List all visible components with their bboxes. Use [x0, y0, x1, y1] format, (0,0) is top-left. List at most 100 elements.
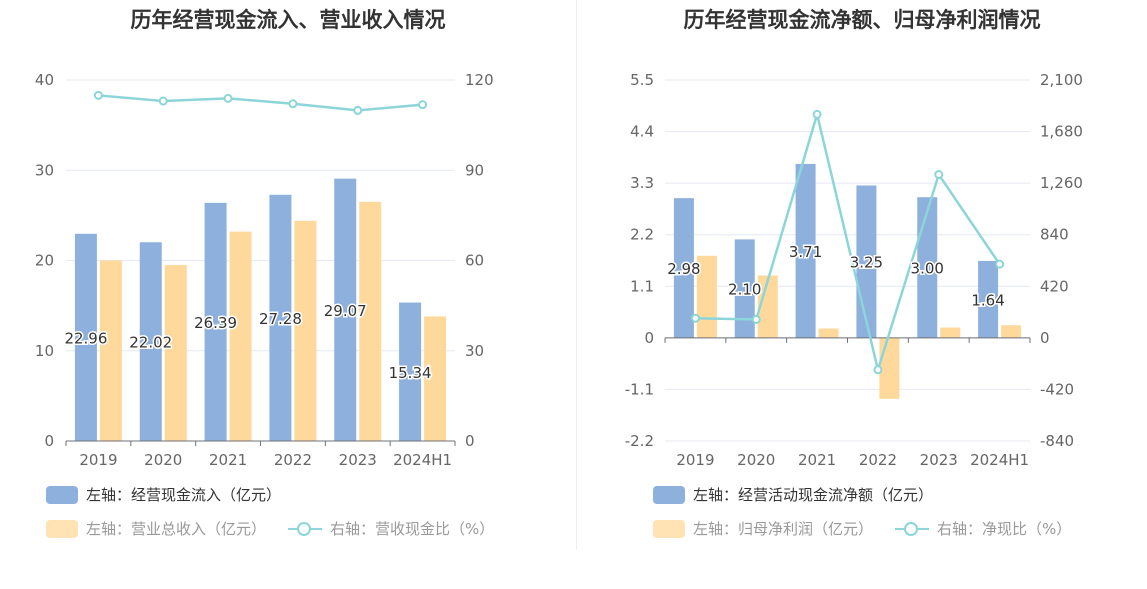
right-x-tick-label: 2023 [920, 451, 958, 469]
right-legend-item-ratio[interactable]: 右轴：净现比（%） [895, 518, 1071, 539]
right-legend-swatch-net-profit [653, 519, 685, 538]
left-left-tick-label: 30 [35, 161, 54, 179]
right-data-label: 2.98 [667, 260, 700, 278]
right-x-tick-label: 2019 [676, 451, 714, 469]
left-bar-s1-2024H1 [424, 316, 447, 441]
right-legend-row-2: 左轴：归母净利润（亿元） 右轴：净现比（%） [653, 518, 1093, 539]
left-bar-s0-2022 [269, 194, 292, 441]
right-ratio-point-2023 [934, 170, 944, 180]
right-x-tick-label: 2024H1 [970, 451, 1029, 469]
left-bar-s1-2019 [99, 260, 122, 441]
left-x-tick-label: 2021 [209, 451, 247, 469]
right-left-tick-label: 3.3 [630, 174, 654, 192]
left-bar-s1-2022 [294, 220, 317, 441]
left-left-tick-label: 40 [35, 71, 54, 89]
right-legend-label-net-cash: 左轴：经营活动现金流净额（亿元） [693, 486, 934, 504]
right-left-tick-label: 1.1 [630, 277, 654, 295]
left-ratio-line [98, 94, 423, 112]
left-bar-s1-2020 [164, 265, 187, 441]
left-right-tick-label: 0 [465, 432, 475, 450]
left-right-tick-label: 60 [465, 252, 484, 270]
left-bar-s0-2021 [204, 202, 227, 441]
left-chart-svg: 0 0 10 30 20 60 30 90 40 120 2019 2020 2021 2022 2023 2… [35, 71, 494, 469]
left-bar-s0-2019 [74, 233, 97, 441]
left-legend-label-cash-inflow: 左轴：经营现金流入（亿元） [86, 486, 282, 504]
right-left-tick-label: 2.2 [630, 226, 654, 244]
left-legend-item-revenue[interactable]: 左轴：营业总收入（亿元） [46, 518, 266, 539]
left-legend-row-2: 左轴：营业总收入（亿元） 右轴：营收现金比（%） [46, 518, 516, 539]
right-left-tick-label: 5.5 [630, 71, 654, 89]
right-ratio-point-2019 [690, 313, 700, 323]
left-data-label: 26.39 [194, 314, 237, 332]
left-x-tick-label: 2024H1 [393, 451, 452, 469]
right-ratio-point-2024H1 [995, 259, 1005, 269]
left-bar-s1-2021 [229, 231, 252, 441]
left-ratio-point-2019 [93, 90, 103, 100]
left-left-tick-label: 0 [44, 432, 54, 450]
left-legend-label-revenue: 左轴：营业总收入（亿元） [86, 520, 267, 538]
left-data-label: 22.02 [129, 334, 172, 352]
right-ratio-point-2022 [873, 365, 883, 375]
left-left-tick-label: 20 [35, 252, 54, 270]
left-ratio-point-2021 [223, 93, 233, 103]
right-left-tick-label: -2.2 [625, 432, 654, 450]
left-ratio-point-2020 [158, 96, 168, 106]
right-left-tick-label: -1.1 [625, 380, 654, 398]
right-data-label: 3.71 [789, 243, 822, 261]
left-bar-s0-2024H1 [399, 302, 422, 441]
right-data-label: 2.10 [728, 281, 761, 299]
right-data-label: 3.25 [850, 254, 883, 272]
right-bar-s1-2022 [879, 337, 900, 399]
left-data-label: 29.07 [324, 302, 367, 320]
left-x-tick-label: 2023 [339, 451, 377, 469]
right-bar-s1-2021 [818, 328, 839, 338]
right-bar-s1-2023 [940, 327, 961, 338]
right-x-tick-label: 2022 [859, 451, 897, 469]
left-bar-s0-2023 [334, 178, 357, 441]
left-legend-item-ratio[interactable]: 右轴：营收现金比（%） [288, 518, 494, 539]
right-left-tick-label: 4.4 [630, 123, 654, 141]
right-bar-s0-2019 [673, 198, 694, 338]
right-right-tick-label: 840 [1040, 226, 1069, 244]
left-legend-swatch-cash-inflow [46, 485, 78, 504]
left-x-tick-label: 2022 [274, 451, 312, 469]
right-legend-item-net-profit[interactable]: 左轴：归母净利润（亿元） [653, 518, 873, 539]
left-ratio-point-2022 [288, 99, 298, 109]
right-x-tick-label: 2021 [798, 451, 836, 469]
left-right-tick-label: 30 [465, 342, 484, 360]
left-x-tick-label: 2020 [144, 451, 182, 469]
right-legend-label-net-profit: 左轴：归母净利润（亿元） [693, 520, 874, 538]
left-ratio-point-2024H1 [418, 100, 428, 110]
left-chart-panel: 历年经营现金流入、营业收入情况 0 0 10 30 20 60 30 90 40 120 2019 2… [35, 8, 516, 539]
right-legend-line-icon [895, 520, 930, 538]
left-ratio-point-2023 [353, 105, 363, 115]
right-right-tick-label: 2,100 [1040, 71, 1083, 89]
left-left-tick-label: 10 [35, 342, 54, 360]
right-legend-label-ratio: 右轴：净现比（%） [937, 520, 1072, 538]
right-ratio-line [695, 109, 1001, 375]
left-legend-item-cash-inflow[interactable]: 左轴：经营现金流入（亿元） [46, 484, 281, 505]
right-bar-s0-2024H1 [978, 260, 999, 338]
right-legend-row-1: 左轴：经营活动现金流净额（亿元） [653, 484, 955, 505]
right-ratio-point-2021 [812, 109, 822, 119]
right-bar-s1-2020 [757, 275, 778, 338]
right-legend-item-net-cash[interactable]: 左轴：经营活动现金流净额（亿元） [653, 484, 933, 505]
right-left-tick-label: 0 [644, 329, 654, 347]
left-x-tick-label: 2019 [79, 451, 117, 469]
left-data-label: 22.96 [64, 329, 107, 347]
right-right-tick-label: -840 [1040, 432, 1074, 450]
right-bar-s0-2020 [734, 239, 755, 338]
left-bar-s1-2023 [359, 201, 382, 441]
left-legend-label-ratio: 右轴：营收现金比（%） [330, 520, 495, 538]
right-chart-panel: 历年经营现金流净额、归母净利润情况 -2.2 -840 -1.1 -420 0 0 1.1 4… [577, 0, 1147, 589]
left-legend-row-1: 左轴：经营现金流入（亿元） [46, 484, 303, 505]
right-ratio-point-2020 [751, 314, 761, 324]
right-bar-s1-2024H1 [1001, 325, 1022, 338]
left-right-tick-label: 120 [465, 71, 494, 89]
right-right-tick-label: 0 [1040, 329, 1050, 347]
left-chart-title: 历年经营现金流入、营业收入情况 [130, 8, 446, 32]
left-legend-line-icon [288, 520, 323, 538]
right-x-tick-label: 2020 [737, 451, 775, 469]
left-data-label: 15.34 [389, 364, 432, 382]
right-chart-svg: -2.2 -840 -1.1 -420 0 0 1.1 420 2.2 840 3.3 1,260 4.… [625, 71, 1083, 469]
